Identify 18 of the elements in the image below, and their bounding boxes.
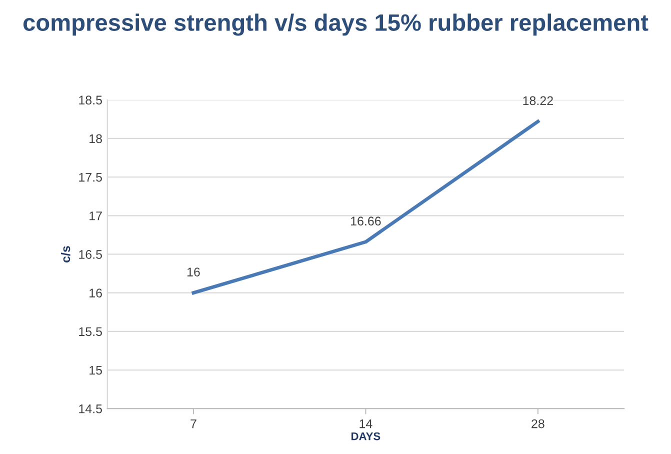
y-tick-label: 14.5 (79, 404, 102, 414)
x-tick-label: 28 (532, 419, 544, 428)
data-label: 18.22 (523, 96, 553, 106)
data-label: 16.66 (351, 216, 381, 226)
x-tick-label: 7 (190, 419, 196, 428)
y-tick-label: 16.5 (79, 250, 102, 259)
chart-title: compressive strength v/s days 15% rubber replacement (23, 14, 648, 36)
y-tick-label: 17 (90, 212, 102, 220)
data-label: 16 (187, 268, 200, 276)
y-tick-label: 17.5 (79, 172, 102, 182)
y-tick-label: 15 (90, 366, 102, 375)
y-axis-title: c/s (60, 246, 70, 262)
y-tick-label: 15.5 (79, 327, 102, 336)
x-tick-label: 14 (360, 419, 372, 428)
y-tick-label: 16 (90, 288, 102, 298)
y-tick-label: 18 (90, 134, 102, 144)
y-tick-label: 18.5 (79, 96, 102, 105)
x-axis-title: DAYS (352, 432, 380, 440)
